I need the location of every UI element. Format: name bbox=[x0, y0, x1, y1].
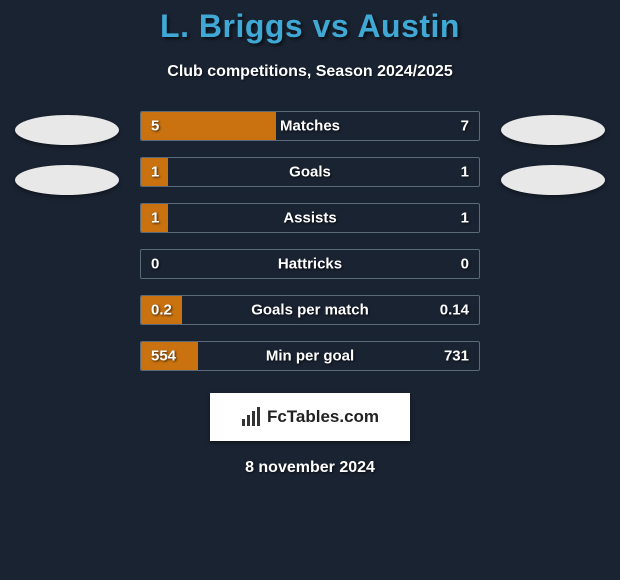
stat-value-left: 1 bbox=[151, 164, 159, 181]
stat-value-right: 0.14 bbox=[440, 302, 469, 319]
brand-badge[interactable]: FcTables.com bbox=[210, 393, 410, 441]
page-title: L. Briggs vs Austin bbox=[0, 8, 620, 45]
right-player-badges bbox=[498, 111, 608, 195]
stat-value-right: 7 bbox=[461, 118, 469, 135]
player-badge-ellipse bbox=[15, 165, 119, 195]
stat-value-left: 5 bbox=[151, 118, 159, 135]
stat-label: Assists bbox=[283, 210, 336, 227]
stat-value-right: 0 bbox=[461, 256, 469, 273]
player-badge-ellipse bbox=[501, 165, 605, 195]
stat-value-right: 731 bbox=[444, 348, 469, 365]
stat-bars: 5 Matches 7 1 Goals 1 1 Assists 1 0 Hattricks 0 0.2 G… bbox=[140, 111, 480, 371]
stat-value-left: 0.2 bbox=[151, 302, 172, 319]
stat-value-left: 554 bbox=[151, 348, 176, 365]
comparison-card: L. Briggs vs Austin Club competitions, S… bbox=[0, 0, 620, 477]
stat-row: 1 Goals 1 bbox=[140, 157, 480, 187]
subtitle: Club competitions, Season 2024/2025 bbox=[0, 63, 620, 81]
stat-value-left: 1 bbox=[151, 210, 159, 227]
stat-row: 0.2 Goals per match 0.14 bbox=[140, 295, 480, 325]
stat-label: Goals per match bbox=[251, 302, 369, 319]
stat-row: 554 Min per goal 731 bbox=[140, 341, 480, 371]
stat-label: Matches bbox=[280, 118, 340, 135]
stats-section: 5 Matches 7 1 Goals 1 1 Assists 1 0 Hattricks 0 0.2 G… bbox=[0, 111, 620, 371]
stat-value-left: 0 bbox=[151, 256, 159, 273]
player-badge-ellipse bbox=[15, 115, 119, 145]
left-player-badges bbox=[12, 111, 122, 195]
stat-row: 0 Hattricks 0 bbox=[140, 249, 480, 279]
stat-value-right: 1 bbox=[461, 210, 469, 227]
player-badge-ellipse bbox=[501, 115, 605, 145]
stat-label: Min per goal bbox=[266, 348, 354, 365]
stat-value-right: 1 bbox=[461, 164, 469, 181]
stat-label: Hattricks bbox=[278, 256, 342, 273]
stat-row: 5 Matches 7 bbox=[140, 111, 480, 141]
bar-chart-icon bbox=[241, 407, 261, 427]
stat-fill-left bbox=[141, 112, 276, 140]
stat-label: Goals bbox=[289, 164, 331, 181]
date-line: 8 november 2024 bbox=[0, 459, 620, 477]
stat-row: 1 Assists 1 bbox=[140, 203, 480, 233]
brand-text: FcTables.com bbox=[267, 407, 379, 427]
